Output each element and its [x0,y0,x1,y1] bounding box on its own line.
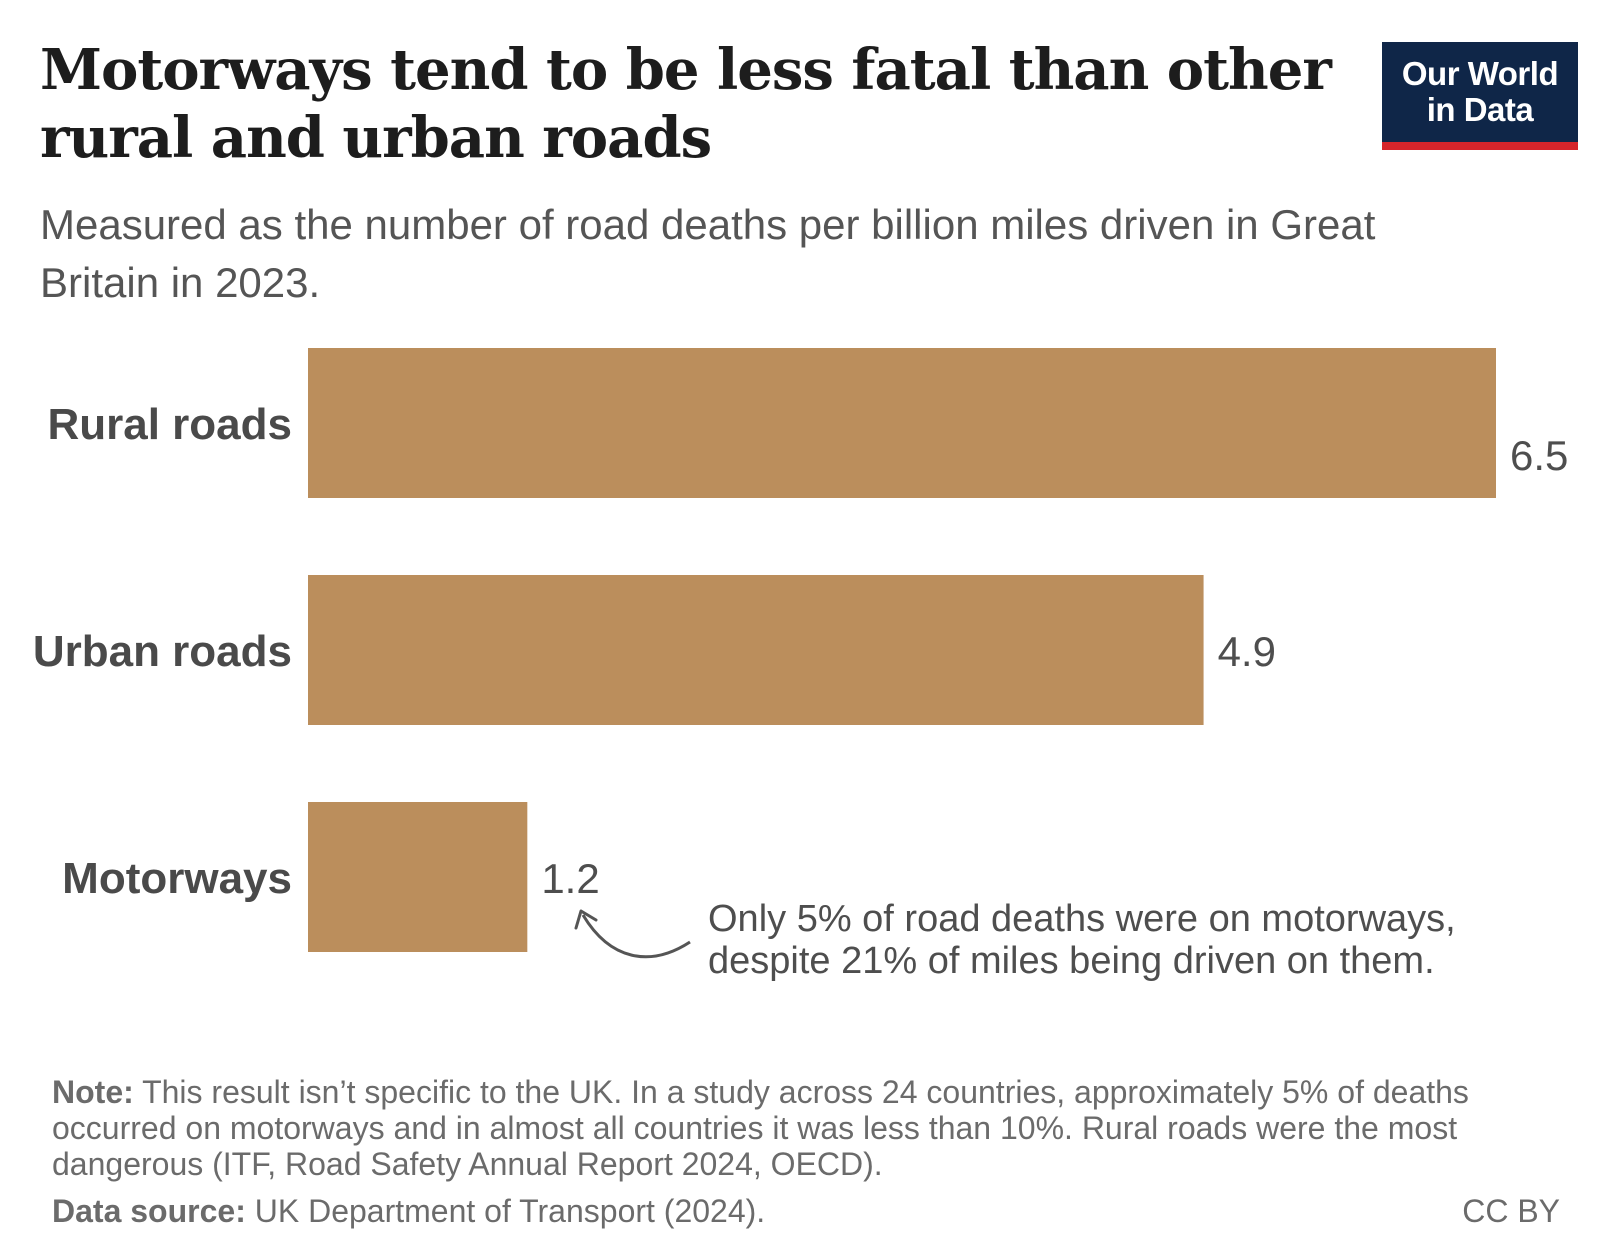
annotation-line-1: Only 5% of road deaths were on motorways… [708,898,1456,940]
bar-motorways[interactable] [308,802,528,952]
value-label-rural-roads: 6.5 [1510,432,1568,479]
annotation-text: Only 5% of road deaths were on motorways… [708,898,1588,982]
bar-chart: Rural roads 6.5 Urban roads 4.9 Motorways 1.2 [33,348,1568,959]
source-label: Data source: [52,1193,246,1229]
logo-line-2: in Data [1426,91,1534,128]
annotation-line-2: despite 21% of miles being driven on the… [708,940,1435,982]
bar-urban-roads[interactable] [308,575,1204,725]
note-text: This result isn’t specific to the UK. In… [52,1074,1469,1182]
chart-title: Motorways tend to be less fatal than oth… [40,37,1332,171]
bar-rural-roads[interactable] [308,348,1496,498]
logo-line-1: Our World [1401,55,1559,92]
category-label-rural-roads: Rural roads [47,400,292,449]
chart-subtitle: Measured as the number of road deaths pe… [40,201,1376,306]
value-label-motorways: 1.2 [541,855,599,902]
value-label-urban-roads: 4.9 [1218,628,1276,675]
owid-logo[interactable]: Our World in Data [1382,42,1578,150]
category-label-motorways: Motorways [62,854,292,903]
license-label[interactable]: CC BY [1462,1193,1560,1229]
data-source: Data source: UK Department of Transport … [52,1192,1252,1230]
annotation-arrowhead [574,909,598,930]
footnote: Note: This result isn’t specific to the … [52,1074,1592,1182]
source-text: UK Department of Transport (2024). [254,1193,766,1229]
annotation-arrow [581,914,691,959]
note-label: Note: [52,1074,134,1110]
category-label-urban-roads: Urban roads [33,627,292,676]
